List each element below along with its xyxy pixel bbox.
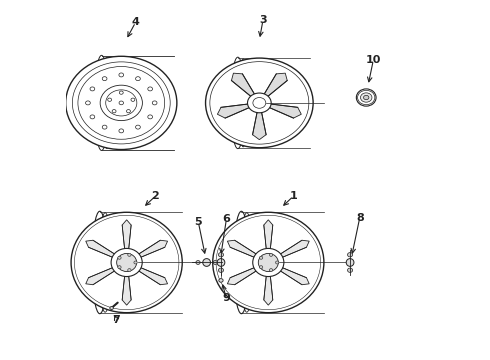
- Polygon shape: [227, 240, 262, 260]
- Ellipse shape: [102, 125, 107, 129]
- Ellipse shape: [112, 109, 116, 113]
- Ellipse shape: [347, 253, 353, 257]
- Text: 8: 8: [356, 213, 364, 222]
- Ellipse shape: [152, 101, 157, 105]
- Polygon shape: [122, 220, 131, 256]
- Polygon shape: [122, 269, 131, 305]
- Ellipse shape: [118, 266, 121, 269]
- Text: 9: 9: [222, 293, 230, 303]
- Ellipse shape: [119, 101, 123, 105]
- Ellipse shape: [247, 93, 271, 113]
- Ellipse shape: [259, 256, 263, 259]
- Ellipse shape: [119, 129, 123, 133]
- Ellipse shape: [270, 253, 273, 256]
- Polygon shape: [252, 108, 266, 140]
- Ellipse shape: [213, 212, 324, 313]
- Ellipse shape: [108, 98, 112, 102]
- Ellipse shape: [136, 77, 140, 81]
- Ellipse shape: [196, 261, 200, 264]
- Polygon shape: [274, 240, 309, 260]
- Ellipse shape: [128, 269, 131, 272]
- Text: 10: 10: [366, 55, 381, 65]
- Polygon shape: [264, 269, 273, 305]
- Ellipse shape: [120, 91, 123, 94]
- Ellipse shape: [106, 90, 137, 116]
- Polygon shape: [231, 73, 257, 99]
- Ellipse shape: [102, 77, 107, 81]
- Ellipse shape: [270, 269, 273, 272]
- Polygon shape: [274, 265, 309, 285]
- Polygon shape: [264, 220, 273, 256]
- Ellipse shape: [253, 248, 284, 276]
- Text: 5: 5: [195, 217, 202, 227]
- Ellipse shape: [217, 258, 225, 266]
- Ellipse shape: [136, 125, 140, 129]
- Ellipse shape: [110, 307, 113, 310]
- Ellipse shape: [86, 101, 90, 105]
- Ellipse shape: [219, 253, 223, 257]
- Polygon shape: [227, 265, 262, 285]
- Ellipse shape: [100, 85, 143, 121]
- Text: 3: 3: [259, 15, 267, 26]
- Polygon shape: [265, 103, 301, 118]
- Ellipse shape: [71, 212, 182, 313]
- Text: 7: 7: [113, 315, 121, 325]
- Text: 1: 1: [290, 191, 297, 201]
- Ellipse shape: [203, 258, 211, 266]
- Ellipse shape: [258, 253, 278, 271]
- Ellipse shape: [364, 95, 369, 100]
- Ellipse shape: [148, 115, 152, 119]
- Ellipse shape: [259, 266, 263, 269]
- Ellipse shape: [275, 261, 279, 264]
- Ellipse shape: [117, 253, 137, 271]
- Polygon shape: [86, 265, 121, 285]
- Ellipse shape: [118, 256, 121, 259]
- Ellipse shape: [90, 87, 95, 91]
- Polygon shape: [133, 240, 168, 260]
- Ellipse shape: [219, 279, 223, 282]
- Polygon shape: [262, 73, 287, 99]
- Text: 2: 2: [151, 191, 159, 201]
- Ellipse shape: [66, 56, 177, 149]
- Ellipse shape: [148, 87, 152, 91]
- Ellipse shape: [361, 93, 372, 102]
- Text: 4: 4: [132, 17, 140, 27]
- Ellipse shape: [111, 248, 142, 276]
- Ellipse shape: [128, 253, 131, 256]
- Ellipse shape: [347, 268, 353, 273]
- Ellipse shape: [131, 98, 135, 102]
- Polygon shape: [86, 240, 121, 260]
- Ellipse shape: [205, 58, 313, 148]
- Polygon shape: [133, 265, 168, 285]
- Polygon shape: [218, 103, 254, 118]
- Ellipse shape: [119, 73, 123, 77]
- Ellipse shape: [213, 261, 218, 264]
- Ellipse shape: [90, 115, 95, 119]
- Ellipse shape: [134, 261, 137, 264]
- Ellipse shape: [126, 109, 130, 113]
- Ellipse shape: [253, 98, 266, 108]
- Ellipse shape: [219, 268, 223, 273]
- Text: 6: 6: [222, 215, 230, 224]
- Ellipse shape: [346, 258, 354, 266]
- Ellipse shape: [356, 89, 376, 106]
